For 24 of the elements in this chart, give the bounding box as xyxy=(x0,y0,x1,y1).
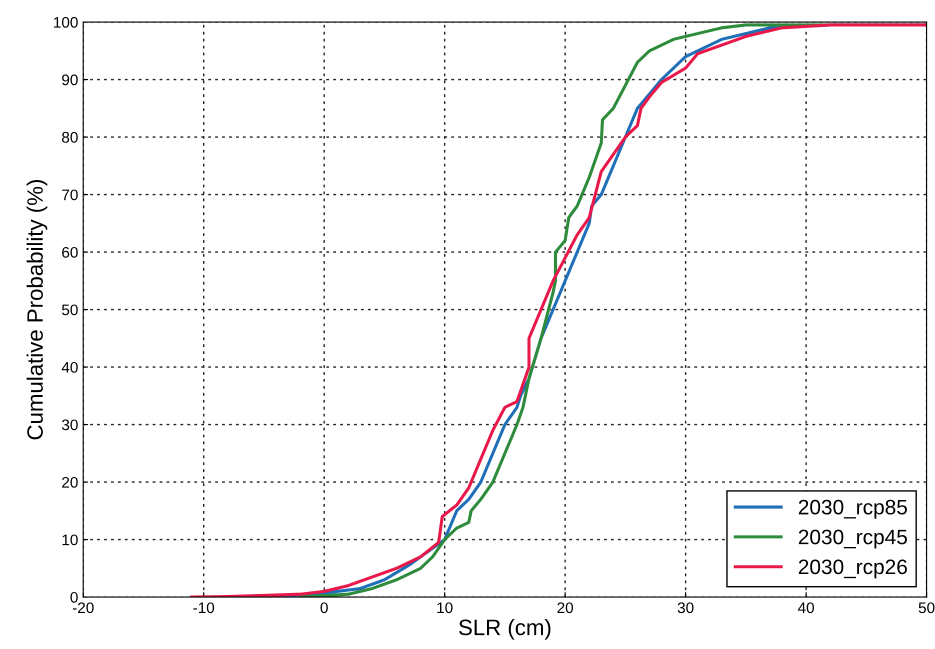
x-axis-title: SLR (cm) xyxy=(459,618,550,640)
y-tick-label: 30 xyxy=(62,419,78,430)
y-tick-label: 70 xyxy=(62,189,78,200)
x-tick-label: 10 xyxy=(437,602,453,614)
x-tick-label: 0 xyxy=(320,602,328,614)
x-tick-label: 20 xyxy=(557,602,574,614)
legend-label: 2030_rcp85 xyxy=(798,500,907,519)
x-tick-label: -10 xyxy=(193,602,214,614)
x-tick-label: 30 xyxy=(678,602,694,614)
y-tick-label: 50 xyxy=(62,304,78,316)
x-tick-label: 50 xyxy=(918,602,934,614)
legend-label: 2030_rcp45 xyxy=(798,530,907,548)
y-axis-title: Cumulative Probability (%) xyxy=(26,180,48,440)
y-tick-label: 0 xyxy=(70,592,78,603)
y-tick-label: 20 xyxy=(62,476,78,488)
y-tick-label: 100 xyxy=(54,16,78,28)
y-tick-label: 60 xyxy=(62,246,78,258)
y-tick-label: 90 xyxy=(62,74,78,86)
x-tick-label: 40 xyxy=(798,602,814,614)
y-tick-label: 10 xyxy=(62,534,78,546)
y-tick-label: 40 xyxy=(62,362,78,373)
y-tick-label: 80 xyxy=(62,132,78,143)
legend-label: 2030_rcp26 xyxy=(798,559,907,578)
x-tick-label: -20 xyxy=(72,602,94,614)
